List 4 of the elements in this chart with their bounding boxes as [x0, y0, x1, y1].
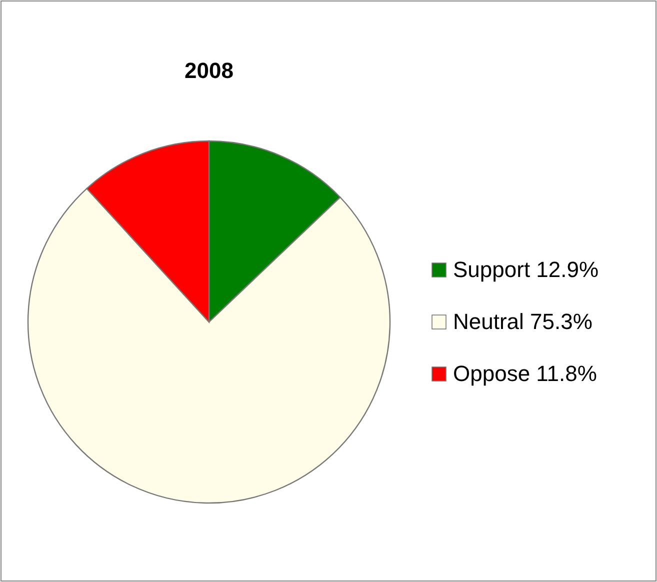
chart-title: 2008 — [184, 58, 234, 83]
legend-label: Support 12.9% — [453, 257, 599, 282]
legend-label: Neutral 75.3% — [453, 309, 592, 334]
legend-label: Oppose 11.8% — [453, 361, 597, 386]
